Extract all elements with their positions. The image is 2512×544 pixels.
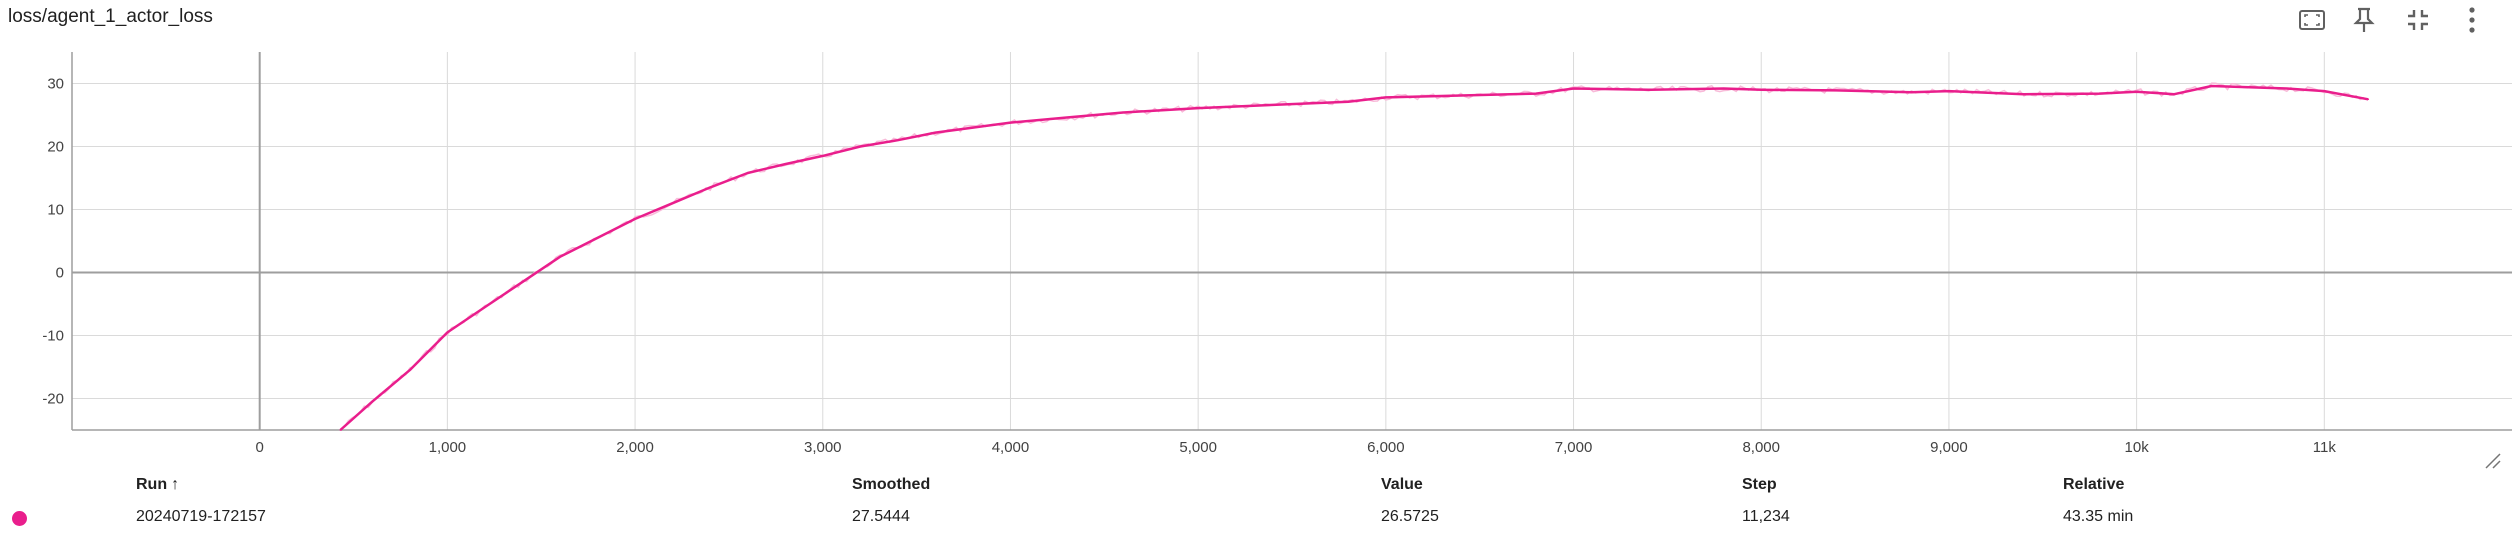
cell-run: 20240719-172157 [136,508,266,525]
data-point [1122,111,1124,114]
header-run[interactable]: Run ↑ [136,476,180,493]
data-point [484,306,486,308]
data-point [409,369,411,371]
chart-area[interactable]: 0 1,000 2,000 3,000 4,000 5,000 6,000 7,000 8,00… [0,44,2512,464]
tick-label-layer: 0 1,000 2,000 3,000 4,000 5,000 6,000 7,000 8,00… [42,76,2336,457]
x-tick-label: 4,000 [992,439,1030,456]
data-point [1948,90,1950,92]
data-point [897,139,899,141]
resize-handle[interactable] [2484,452,2502,470]
fullscreen-exit-icon [2405,7,2431,38]
x-tick-label: 0 [256,439,264,456]
data-point [1009,121,1012,124]
data-point [1835,89,1838,92]
line-chart[interactable]: 0 1,000 2,000 3,000 4,000 5,000 6,000 7,000 8,00… [0,44,2512,464]
data-point [934,131,937,134]
series-raw-line [339,82,2365,431]
y-tick-label: 30 [47,76,64,93]
x-tick-label: 3,000 [804,439,842,456]
header-step[interactable]: Step [1742,476,1777,493]
axis-layer [71,52,2512,431]
run-data-table: Run ↑ Smoothed Value Step Relative 202407… [0,470,2512,544]
data-point [1722,87,1725,90]
data-point [1572,87,1575,90]
grid-layer [72,52,2512,430]
y-tick-label: 10 [47,202,64,219]
data-point [2285,87,2288,90]
data-point [821,155,824,157]
sort-asc-icon: ↑ [171,476,180,493]
data-point [1760,89,1763,91]
header-relative[interactable]: Relative [2063,476,2125,493]
data-point [2135,90,2138,93]
cell-value: 26.5725 [1381,508,1439,525]
more-options-button[interactable] [2454,4,2490,40]
card-toolbar [2292,4,2512,40]
data-point [2367,98,2370,101]
series-layer [339,82,2370,431]
resize-icon [2485,453,2501,469]
data-point [634,218,636,220]
cell-step: 11,234 [1742,508,1790,525]
data-point [2023,93,2025,96]
x-tick-label: 5,000 [1179,439,1217,456]
more-vert-icon [2467,6,2477,39]
data-point [746,172,749,174]
fit-domain-icon [2298,8,2326,37]
data-point [1065,116,1068,119]
data-point [371,400,374,403]
y-tick-label: -20 [42,391,64,408]
x-tick-label: 8,000 [1742,439,1780,456]
fit-domain-button[interactable] [2294,4,2330,40]
data-point [1535,92,1537,95]
y-tick-label: -10 [42,328,64,345]
header-smoothed[interactable]: Smoothed [852,476,931,493]
pin-icon [2352,6,2376,39]
data-point [859,145,862,148]
data-point [671,202,674,204]
data-point [709,186,711,189]
x-tick-label: 9,000 [1930,439,1968,456]
data-point [596,237,599,239]
run-color-dot [12,511,27,526]
data-point [1272,104,1275,106]
header-value[interactable]: Value [1381,476,1423,493]
x-tick-label: 7,000 [1555,439,1593,456]
x-tick-label: 10k [2125,439,2150,456]
data-point [521,281,524,283]
cell-smoothed: 27.5444 [852,508,910,525]
fullscreen-exit-button[interactable] [2400,4,2436,40]
y-tick-label: 0 [56,265,64,282]
data-point [2098,92,2100,95]
pin-button[interactable] [2346,4,2382,40]
data-point [2210,85,2213,87]
x-tick-label: 6,000 [1367,439,1405,456]
x-tick-label: 1,000 [429,439,467,456]
data-point [1385,96,1387,99]
data-point [2173,93,2175,96]
data-point [972,126,974,129]
x-tick-label: 11k [2313,439,2337,456]
data-point [1910,91,1913,94]
data-point [1460,94,1462,97]
data-point [559,255,561,258]
data-point [1347,100,1350,103]
x-tick-label: 2,000 [616,439,654,456]
card-title: loss/agent_1_actor_loss [8,6,213,27]
data-point [2323,90,2326,92]
cell-relative: 43.35 min [2063,508,2134,525]
data-point [784,163,787,165]
data-point [339,429,342,431]
series-smoothed-line [339,84,2369,431]
data-point [446,331,449,334]
data-point [1647,89,1650,91]
y-tick-label: 20 [47,139,64,156]
data-point [1197,107,1199,109]
